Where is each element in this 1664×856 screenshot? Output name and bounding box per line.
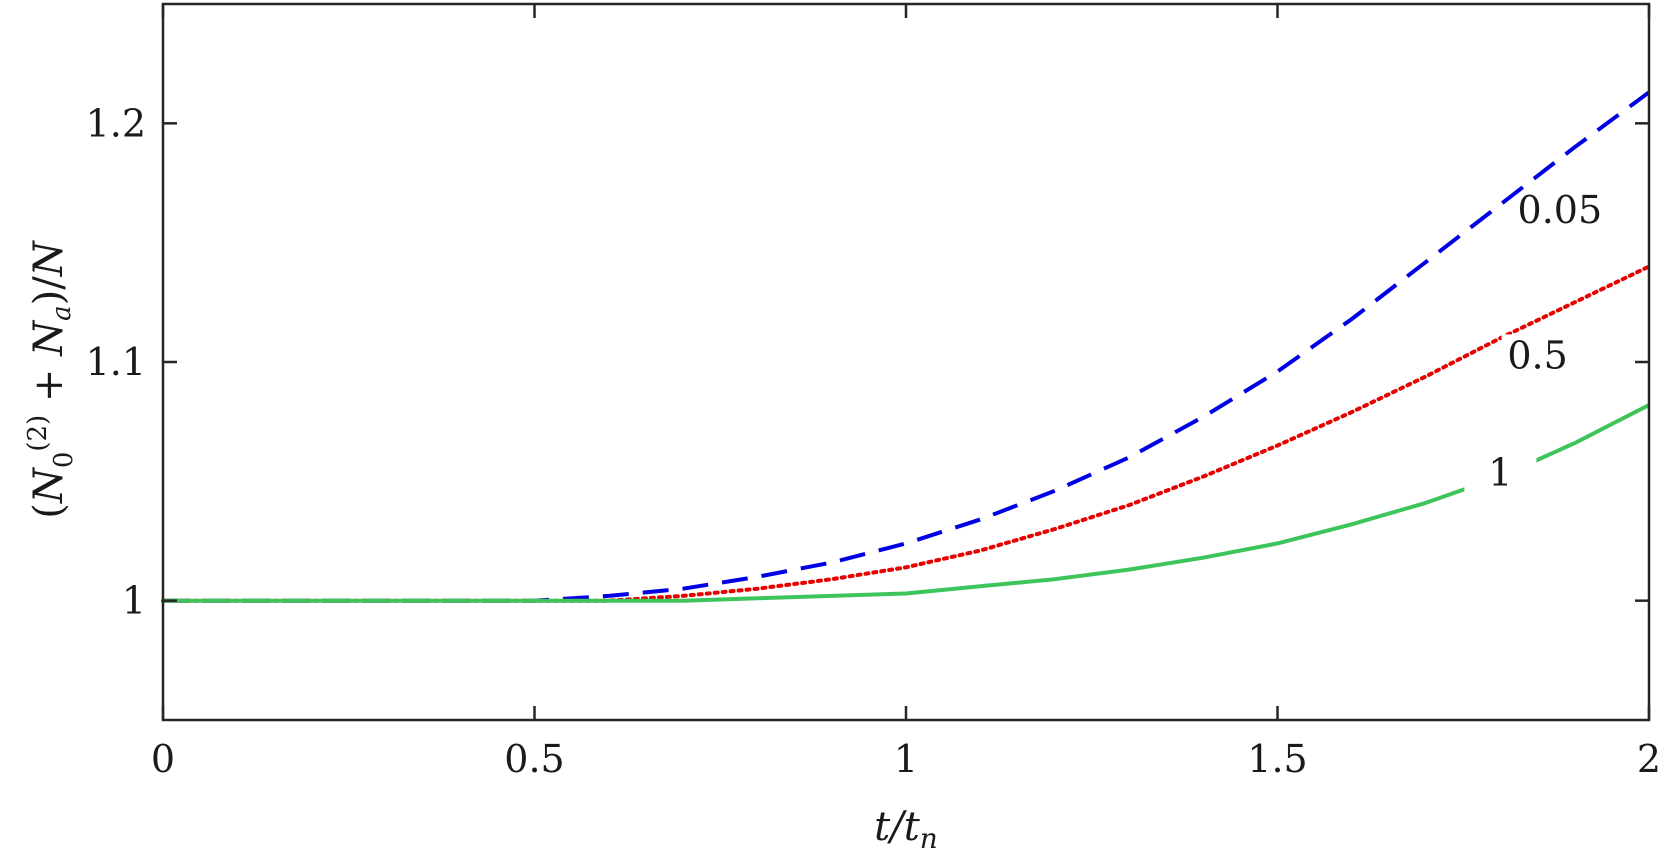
curve-label: 0.05 — [1518, 188, 1603, 232]
curve-labels: 0.05 0.5 1 — [1464, 188, 1603, 494]
y-tick-labels: 1 1.1 1.2 — [86, 101, 146, 622]
x-tick-label: 1 — [894, 737, 918, 781]
x-tick-label: 2 — [1637, 737, 1661, 781]
y-axis-label: (N0(2) + Na)/N — [23, 239, 79, 519]
x-tick-label: 0 — [151, 737, 175, 781]
x-tick-label: 1.5 — [1247, 737, 1307, 781]
y-tick-label: 1 — [122, 579, 146, 623]
y-tick-label: 1.1 — [86, 340, 146, 384]
curve-label: 1 — [1488, 450, 1512, 494]
curve-label: 0.5 — [1507, 333, 1567, 377]
x-axis-label: t/tn — [874, 804, 938, 855]
curve-label-bg — [1501, 334, 1574, 375]
y-tick-label: 1.2 — [86, 101, 146, 145]
curve-label-bg — [1464, 451, 1537, 492]
plot-area — [161, 90, 1651, 603]
axis-ticks — [161, 4, 1651, 720]
series-line-1 — [163, 403, 1650, 603]
x-tick-label: 0.5 — [504, 737, 564, 781]
x-tick-labels: 0 0.5 1 1.5 2 — [151, 737, 1661, 781]
curve-label-bg — [1523, 188, 1596, 229]
